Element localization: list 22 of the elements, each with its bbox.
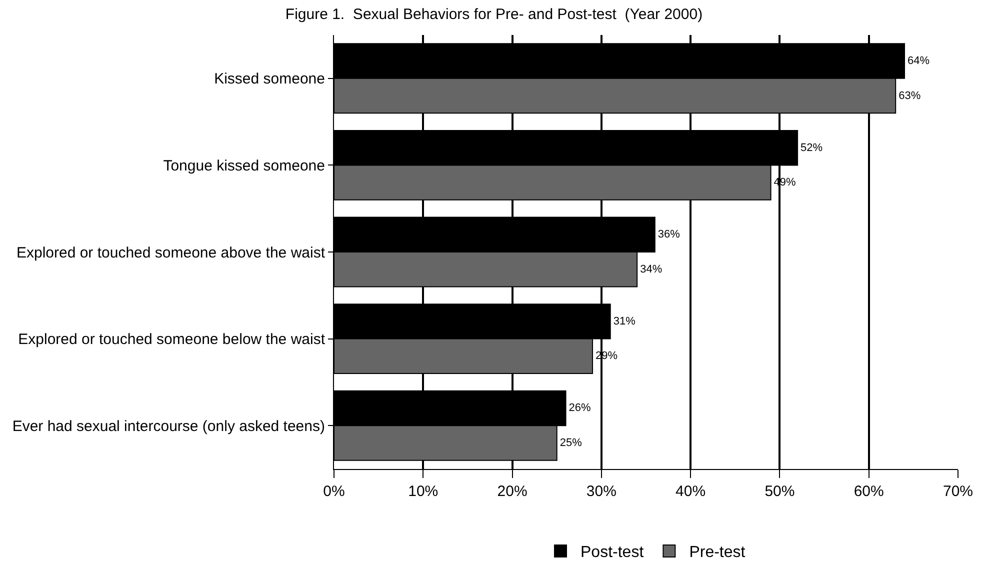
- x-tick-label: 40%: [676, 483, 706, 500]
- y-tick-label: Explored or touched someone above the waist: [16, 244, 326, 262]
- chart-title: Figure 1. Sexual Behaviors for Pre- and Post-test (Year 2000): [285, 6, 703, 24]
- data-label: 25%: [560, 436, 582, 449]
- y-tick-label: Ever had sexual intercourse (only asked teens): [12, 418, 325, 435]
- data-label: 52%: [800, 142, 823, 154]
- data-label: 26%: [568, 402, 592, 414]
- y-tick-label: Explored or touched someone below the waist: [18, 331, 326, 348]
- x-tick-label: 60%: [854, 483, 884, 500]
- data-label: 63%: [898, 90, 921, 102]
- data-label: 31%: [613, 315, 636, 328]
- x-tick-label: 0%: [323, 483, 345, 500]
- x-tick-label: 50%: [764, 483, 795, 500]
- data-label: 64%: [908, 55, 930, 68]
- x-tick-label: 70%: [942, 483, 974, 500]
- data-label: 34%: [640, 263, 662, 276]
- x-tick-label: 20%: [497, 483, 528, 500]
- data-label: 36%: [658, 228, 680, 241]
- x-tick-label: 10%: [408, 483, 438, 500]
- y-tick-label: Kissed someone: [214, 70, 325, 88]
- y-tick-label: Tongue kissed someone: [163, 157, 325, 174]
- x-tick-label: 30%: [586, 483, 616, 500]
